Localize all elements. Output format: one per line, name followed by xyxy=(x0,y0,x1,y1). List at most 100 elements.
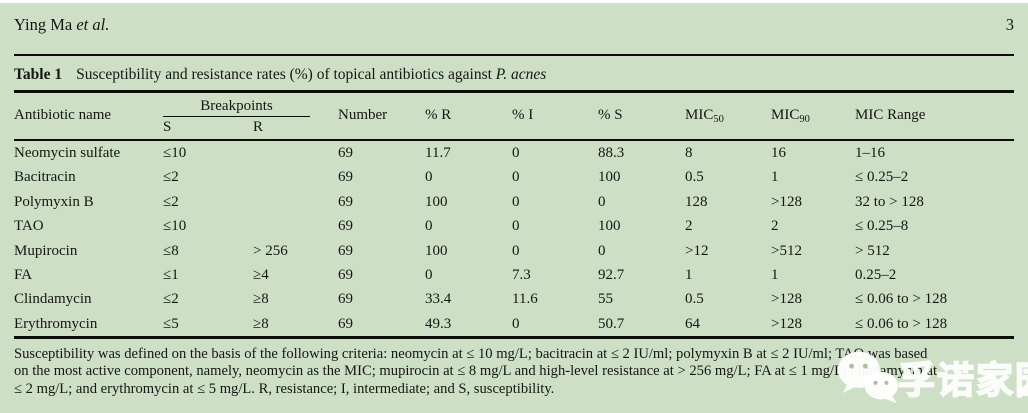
running-head: Ying Ma et al. 3 xyxy=(14,15,1014,35)
table-head-rule xyxy=(14,138,1014,141)
col-header-breakpoints: Breakpoints xyxy=(163,98,310,117)
cell-antibiotic: FA xyxy=(14,266,33,283)
cell-antibiotic: Bacitracin xyxy=(14,169,76,186)
cell-antibiotic: Erythromycin xyxy=(14,315,98,332)
cell-mic50: >12 xyxy=(685,242,709,259)
cell-number: 69 xyxy=(338,315,353,332)
cell-pct-i: 0 xyxy=(512,218,520,235)
cell-breakpoint-s: ≤1 xyxy=(163,266,179,283)
mic50-subscript: 50 xyxy=(713,113,724,125)
cell-mic-range: 1–16 xyxy=(855,145,885,161)
cell-breakpoint-s: ≤2 xyxy=(163,193,179,210)
cell-mic50: 64 xyxy=(685,315,700,332)
cell-pct-r: 0 xyxy=(425,218,433,235)
cell-mic90: 2 xyxy=(771,218,779,235)
authors-et-al: et al. xyxy=(76,15,110,34)
col-header-antibiotic: Antibiotic name xyxy=(14,107,112,123)
cell-number: 69 xyxy=(338,291,353,308)
cell-pct-i: 11.6 xyxy=(512,291,538,308)
table-row: Polymyxin B ≤2 69 100 0 0 128 >128 32 to… xyxy=(14,190,1014,214)
cell-pct-r: 0 xyxy=(425,266,433,283)
col-header-pct-s: % S xyxy=(598,107,623,123)
cell-breakpoint-r: ≥4 xyxy=(253,266,269,283)
cell-pct-r: 100 xyxy=(425,242,448,259)
cell-breakpoint-s: ≤2 xyxy=(163,169,179,186)
table-header-row: Antibiotic name Breakpoints S R Number %… xyxy=(14,93,1014,139)
table-caption: Table 1 Susceptibility and resistance rat… xyxy=(14,66,1014,84)
cell-antibiotic: Mupirocin xyxy=(14,242,78,259)
col-header-pct-i: % I xyxy=(512,107,534,123)
header-rule xyxy=(14,54,1014,56)
table-row: FA ≤1 ≥4 69 0 7.3 92.7 1 1 0.25–2 xyxy=(14,263,1014,287)
cell-pct-s: 92.7 xyxy=(598,266,625,283)
cell-number: 69 xyxy=(338,169,353,186)
col-header-number: Number xyxy=(338,107,388,123)
cell-pct-i: 7.3 xyxy=(512,266,531,283)
cell-mic90: >128 xyxy=(771,315,802,332)
table-caption-text: Susceptibility and resistance rates (%) … xyxy=(76,66,496,83)
table-bottom-rule xyxy=(14,336,1014,339)
cell-antibiotic: Neomycin sulfate xyxy=(14,145,121,161)
cell-mic50: 8 xyxy=(685,145,693,161)
cell-mic-range: ≤ 0.25–2 xyxy=(855,169,909,186)
cell-mic-range: 0.25–2 xyxy=(855,266,897,283)
table-footnote: Susceptibility was defined on the basis … xyxy=(14,346,1018,398)
cell-mic90: 1 xyxy=(771,169,779,186)
table-row: Erythromycin ≤5 ≥8 69 49.3 0 50.7 64 >12… xyxy=(14,312,1014,336)
cell-pct-r: 11.7 xyxy=(425,145,451,161)
col-header-mic90: MIC90 xyxy=(771,107,855,125)
cell-pct-s: 88.3 xyxy=(598,145,625,161)
cell-mic-range: ≤ 0.25–8 xyxy=(855,218,909,235)
cell-number: 69 xyxy=(338,218,353,235)
cell-pct-i: 0 xyxy=(512,145,520,161)
col-header-mic50: MIC50 xyxy=(685,107,771,125)
cell-mic90: 16 xyxy=(771,145,786,161)
cell-pct-i: 0 xyxy=(512,315,520,332)
col-header-mic-range: MIC Range xyxy=(855,107,926,123)
cell-number: 69 xyxy=(338,242,353,259)
footnote-line: ≤ 2 mg/L; and erythromycin at ≤ 5 mg/L. … xyxy=(14,380,555,397)
journal-page: Ying Ma et al. 3 Table 1 Susceptibility a… xyxy=(0,3,1028,413)
susceptibility-table: Antibiotic name Breakpoints S R Number %… xyxy=(14,90,1014,339)
cell-pct-s: 100 xyxy=(598,218,621,235)
cell-breakpoint-r xyxy=(253,141,338,165)
cell-mic-range: > 512 xyxy=(855,242,890,259)
table-row: TAO ≤10 69 0 0 100 2 2 ≤ 0.25–8 xyxy=(14,214,1014,238)
cell-pct-r: 49.3 xyxy=(425,315,452,332)
cell-number: 69 xyxy=(338,266,353,283)
cell-number: 69 xyxy=(338,145,353,161)
cell-breakpoint-s: ≤10 xyxy=(163,218,187,235)
cell-pct-r: 33.4 xyxy=(425,291,452,308)
cell-antibiotic: TAO xyxy=(14,218,44,235)
cell-mic50: 0.5 xyxy=(685,169,704,186)
cell-mic50: 1 xyxy=(685,266,693,283)
cell-pct-s: 0 xyxy=(598,242,606,259)
cell-breakpoint-r: ≥8 xyxy=(253,315,269,332)
mic90-subscript: 90 xyxy=(799,113,810,125)
cell-pct-i: 0 xyxy=(512,193,520,210)
cell-pct-r: 100 xyxy=(425,193,448,210)
cell-mic-range: ≤ 0.06 to > 128 xyxy=(855,315,948,332)
table-row: Clindamycin ≤2 ≥8 69 33.4 11.6 55 0.5 >1… xyxy=(14,287,1014,311)
cell-pct-s: 100 xyxy=(598,169,621,186)
cell-breakpoint-s: ≤10 xyxy=(163,145,187,161)
cell-pct-i: 0 xyxy=(512,169,520,186)
table-row: Bacitracin ≤2 69 0 0 100 0.5 1 ≤ 0.25–2 xyxy=(14,165,1014,189)
footnote-line: Susceptibility was defined on the basis … xyxy=(14,346,928,362)
footnote-line: on the most active component, namely, ne… xyxy=(14,363,938,380)
cell-mic50: 0.5 xyxy=(685,291,704,308)
cell-mic50: 2 xyxy=(685,218,693,235)
mic50-base: MIC xyxy=(685,106,714,123)
col-header-pct-r: % R xyxy=(425,107,452,123)
cell-breakpoint-r: > 256 xyxy=(253,242,288,259)
cell-antibiotic: Polymyxin B xyxy=(14,193,94,210)
cell-mic90: >128 xyxy=(771,193,802,210)
cell-pct-i: 0 xyxy=(512,242,520,259)
mic90-base: MIC xyxy=(771,106,800,123)
cell-pct-s: 55 xyxy=(598,291,613,308)
page-number: 3 xyxy=(1005,15,1014,34)
cell-breakpoint-s: ≤8 xyxy=(163,242,179,259)
cell-breakpoint-s: ≤5 xyxy=(163,315,179,332)
cell-mic50: 128 xyxy=(685,193,708,210)
cell-breakpoint-r: ≥8 xyxy=(253,291,269,308)
